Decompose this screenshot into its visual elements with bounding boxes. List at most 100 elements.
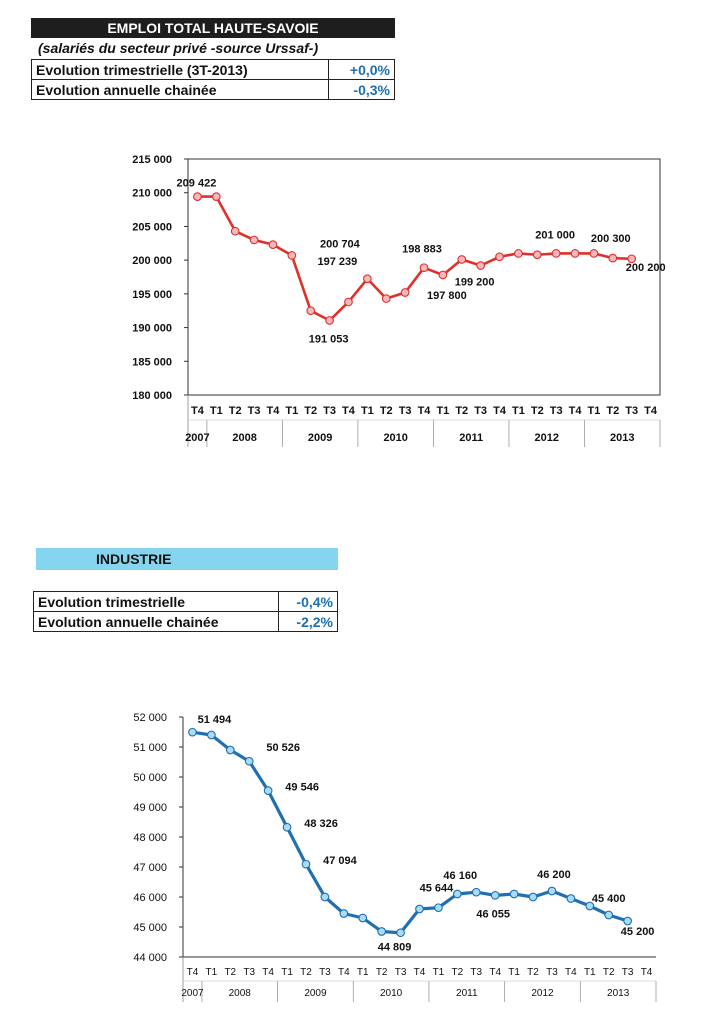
evolution-label: Evolution trimestrielle bbox=[32, 591, 280, 612]
data-label: 45 644 bbox=[420, 883, 455, 895]
x-tick-label: T2 bbox=[603, 967, 615, 978]
x-tick-label: T3 bbox=[622, 967, 634, 978]
year-label: 2007 bbox=[185, 432, 209, 444]
x-tick-label: T2 bbox=[527, 967, 539, 978]
x-tick-label: T4 bbox=[342, 405, 356, 417]
x-tick-label: T1 bbox=[210, 405, 223, 417]
x-tick-label: T1 bbox=[357, 967, 369, 978]
data-label: 46 200 bbox=[537, 869, 571, 881]
emploi-total-chart: 180 000 185 000 190 000 195 000 200 000 205 0… bbox=[132, 154, 666, 447]
x-tick-label: T2 bbox=[376, 967, 388, 978]
evolution-table-1: Evolution trimestrielle (3T-2013) +0,0% … bbox=[31, 59, 396, 100]
data-point bbox=[287, 251, 297, 260]
x-tick-label: T2 bbox=[452, 967, 464, 978]
data-point bbox=[282, 822, 292, 832]
data-point bbox=[551, 249, 561, 258]
data-label: 201 000 bbox=[535, 229, 575, 241]
x-tick-label: T3 bbox=[319, 967, 331, 978]
x-tick-label: T2 bbox=[224, 967, 236, 978]
x-tick-label: T1 bbox=[587, 405, 600, 417]
x-tick-label: T1 bbox=[433, 967, 445, 978]
data-point bbox=[381, 294, 391, 303]
data-point bbox=[244, 756, 254, 766]
data-point bbox=[585, 901, 595, 911]
y-tick-label: 44 000 bbox=[133, 952, 167, 964]
year-label: 2007 bbox=[181, 988, 204, 999]
data-point bbox=[419, 263, 429, 273]
data-point bbox=[230, 226, 240, 236]
data-point bbox=[509, 889, 519, 899]
y-tick-label: 51 000 bbox=[133, 742, 167, 754]
industrie-chart: 44 000 45 000 46 000 47 000 48 000 49 000 50 0… bbox=[133, 712, 657, 1002]
data-point bbox=[320, 892, 330, 902]
data-label: 49 546 bbox=[285, 782, 319, 794]
data-label: 46 160 bbox=[443, 870, 477, 882]
y-tick-label: 50 000 bbox=[133, 772, 167, 784]
data-label: 50 526 bbox=[266, 742, 300, 754]
data-label: 197 239 bbox=[317, 256, 357, 268]
data-label: 51 494 bbox=[198, 714, 233, 726]
data-point bbox=[514, 249, 523, 258]
x-tick-label: T1 bbox=[436, 405, 449, 417]
data-label: 200 200 bbox=[626, 262, 666, 274]
y-tick-label: 46 000 bbox=[133, 892, 167, 904]
y-tick-label: 195 000 bbox=[132, 289, 172, 301]
data-point bbox=[306, 306, 316, 316]
x-tick-label: T1 bbox=[285, 405, 298, 417]
data-point bbox=[263, 786, 273, 795]
x-tick-label: T4 bbox=[418, 405, 432, 417]
data-point bbox=[211, 192, 221, 201]
x-tick-label: T1 bbox=[281, 967, 293, 978]
evolution-value: -0,3% bbox=[327, 79, 396, 100]
data-point bbox=[268, 240, 278, 249]
x-tick-label: T2 bbox=[304, 405, 317, 417]
x-tick-label: T3 bbox=[625, 405, 638, 417]
data-point bbox=[415, 904, 424, 914]
chart1-title: EMPLOI TOTAL HAUTE-SAVOIE bbox=[31, 18, 395, 38]
data-label: 44 809 bbox=[378, 942, 412, 954]
data-label: 200 704 bbox=[320, 238, 361, 250]
data-point bbox=[339, 909, 349, 918]
data-label: 45 400 bbox=[592, 893, 626, 905]
data-point bbox=[476, 261, 485, 270]
evolution-label: Evolution trimestrielle (3T-2013) bbox=[31, 59, 329, 80]
evolution-value: +0,0% bbox=[327, 59, 396, 80]
x-tick-label: T4 bbox=[493, 405, 507, 417]
data-label: 45 200 bbox=[621, 926, 655, 938]
data-point bbox=[396, 928, 405, 938]
x-tick-label: T1 bbox=[206, 967, 218, 978]
x-tick-label: T1 bbox=[508, 967, 520, 978]
x-tick-label: T3 bbox=[243, 967, 255, 978]
y-tick-label: 185 000 bbox=[132, 356, 172, 368]
year-label: 2009 bbox=[304, 988, 327, 999]
data-point bbox=[528, 892, 538, 902]
x-tick-label: T4 bbox=[489, 967, 501, 978]
x-tick-label: T1 bbox=[512, 405, 525, 417]
data-label: 199 200 bbox=[455, 277, 495, 289]
y-tick-label: 205 000 bbox=[132, 221, 172, 233]
table-row: Evolution annuelle chainée -2,2% bbox=[32, 611, 338, 632]
x-tick-label: T3 bbox=[323, 405, 336, 417]
y-tick-label: 45 000 bbox=[133, 922, 167, 934]
data-point bbox=[471, 887, 481, 897]
data-point bbox=[363, 274, 372, 284]
x-tick-label: T2 bbox=[606, 405, 619, 417]
year-label: 2008 bbox=[229, 988, 252, 999]
x-tick-label: T3 bbox=[248, 405, 261, 417]
x-tick-label: T2 bbox=[380, 405, 393, 417]
x-tick-label: T2 bbox=[455, 405, 468, 417]
data-point bbox=[325, 316, 334, 325]
plot-area-frame bbox=[187, 158, 661, 396]
x-tick-label: T4 bbox=[267, 405, 281, 417]
data-point bbox=[589, 249, 599, 258]
y-tick-label: 48 000 bbox=[133, 832, 167, 844]
data-point bbox=[457, 255, 467, 264]
table-row: Evolution annuelle chainée -0,3% bbox=[31, 79, 396, 100]
year-label: 2013 bbox=[607, 988, 630, 999]
year-label: 2008 bbox=[232, 432, 256, 444]
data-point bbox=[207, 730, 216, 740]
data-label: 46 055 bbox=[476, 908, 510, 920]
data-point bbox=[301, 859, 311, 869]
data-point bbox=[249, 235, 259, 245]
table-row: Evolution trimestrielle (3T-2013) +0,0% bbox=[31, 59, 396, 80]
